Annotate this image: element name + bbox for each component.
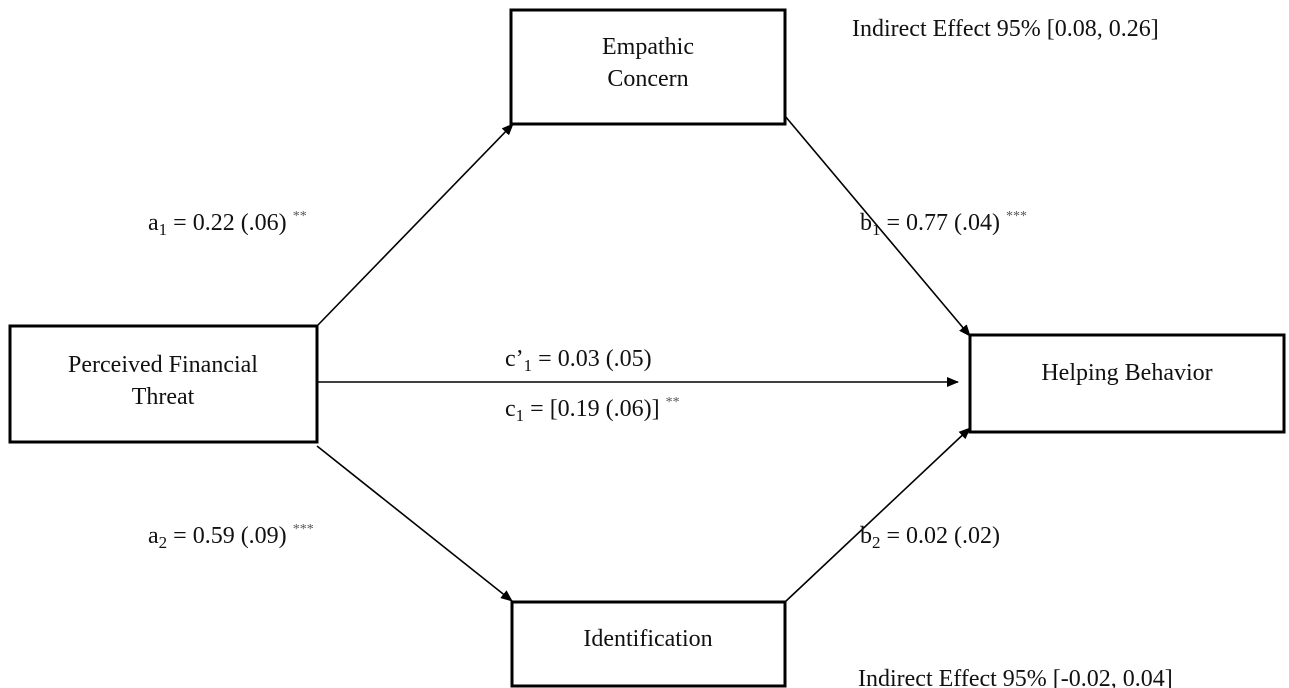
node-box bbox=[8, 324, 319, 444]
arrow-a1 bbox=[316, 123, 514, 327]
indirect-effect: Indirect Effect 95% [0.08, 0.26] bbox=[852, 16, 1159, 42]
path-label-symbol: a bbox=[148, 210, 159, 236]
path-label-subscript: 1 bbox=[159, 220, 168, 239]
path-labels: a1 = 0.22 (.06) ** b1 = 0.77 (.04) ***c’1 = 0.… bbox=[148, 209, 1027, 552]
path-label-subscript: 1 bbox=[524, 356, 533, 375]
path-label: c’1 = 0.03 (.05) bbox=[505, 346, 652, 375]
path-label-symbol: b bbox=[860, 210, 872, 236]
node-label: Empathic bbox=[602, 34, 694, 60]
path-label-text: = [0.19 (.06)] bbox=[530, 396, 660, 422]
arrow-b1 bbox=[784, 115, 971, 337]
node-label: Perceived Financial bbox=[68, 352, 258, 378]
node-label: Concern bbox=[607, 66, 688, 92]
node-box bbox=[509, 8, 787, 126]
path-label-subscript: 1 bbox=[516, 406, 525, 425]
path-label-text: = 0.22 (.06) bbox=[173, 210, 287, 236]
path-label-subscript: 2 bbox=[159, 533, 168, 552]
path-label-text: = 0.77 (.04) bbox=[887, 210, 1001, 236]
path-label-symbol: a bbox=[148, 523, 159, 549]
path-label-symbol: b bbox=[860, 523, 872, 549]
node-label: Helping Behavior bbox=[1041, 360, 1212, 386]
arrow-a2 bbox=[316, 445, 513, 602]
node-box bbox=[510, 600, 787, 688]
path-label-subscript: 2 bbox=[872, 533, 881, 552]
path-label: a1 = 0.22 (.06) ** bbox=[148, 209, 307, 239]
node-box bbox=[968, 333, 1286, 434]
path-label-stars: ** bbox=[666, 395, 680, 410]
path-label-stars: ** bbox=[293, 209, 307, 224]
path-label-text: = 0.59 (.09) bbox=[173, 523, 287, 549]
path-label-symbol: c bbox=[505, 396, 516, 422]
node-label: Threat bbox=[132, 384, 195, 410]
arrow-b2 bbox=[784, 427, 971, 603]
path-label-symbol: c’ bbox=[505, 346, 524, 372]
path-label-stars: *** bbox=[293, 522, 314, 537]
path-label-text: = 0.02 (.02) bbox=[887, 523, 1001, 549]
node-label: Identification bbox=[583, 626, 712, 652]
path-label-subscript: 1 bbox=[872, 220, 881, 239]
path-label: b1 = 0.77 (.04) *** bbox=[860, 209, 1027, 239]
path-label: a2 = 0.59 (.09) *** bbox=[148, 522, 314, 552]
path-label: c1 = [0.19 (.06)] ** bbox=[505, 395, 680, 425]
indirect-effect: Indirect Effect 95% [-0.02, 0.04] bbox=[858, 666, 1173, 688]
path-label-text: = 0.03 (.05) bbox=[538, 346, 652, 372]
path-label-stars: *** bbox=[1006, 209, 1027, 224]
path-label: b2 = 0.02 (.02) bbox=[860, 523, 1000, 552]
